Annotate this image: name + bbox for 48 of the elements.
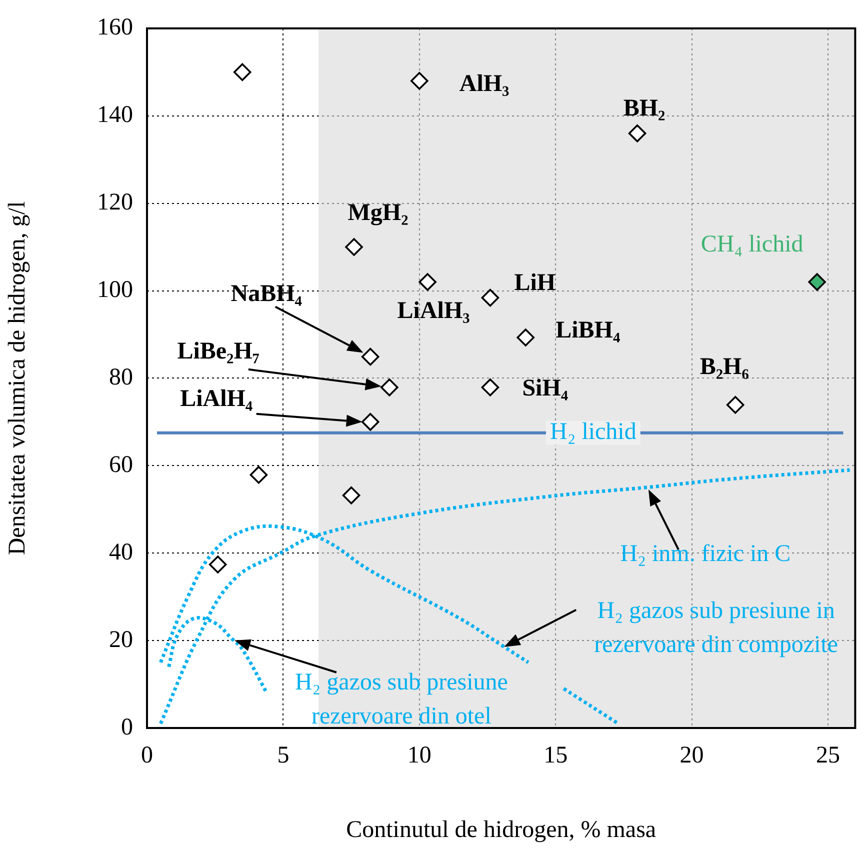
- annotation: LiBe₂H₇: [177, 338, 260, 365]
- annotation: NaBH₄: [230, 280, 302, 307]
- point: [345, 238, 363, 256]
- annotation: AlH₃: [459, 71, 510, 98]
- annotation: BH₂: [623, 96, 666, 122]
- point: [361, 348, 380, 366]
- point: [726, 396, 744, 414]
- annotation: B₂H₆: [700, 354, 749, 380]
- point: [516, 328, 535, 346]
- point: [410, 72, 428, 90]
- point: [342, 486, 360, 504]
- x-tick-label: 15: [544, 742, 568, 769]
- y-tick-label: 160: [97, 14, 133, 41]
- point: [808, 273, 826, 291]
- point: [361, 413, 380, 431]
- y-tick-label: 100: [97, 277, 133, 304]
- line-series: [158, 468, 852, 726]
- annotation: MgH₂: [348, 200, 408, 226]
- y-tick-label: 80: [109, 364, 133, 390]
- point: [380, 378, 398, 396]
- x-tick-label: 25: [816, 742, 840, 769]
- annotation: LiH: [514, 270, 556, 296]
- ref-line-label: H₂ lichid: [550, 419, 636, 446]
- annotation: SiH₄: [522, 376, 568, 402]
- y-tick-label: 40: [109, 539, 133, 566]
- y-axis-title: Densitatea volumica de hidrogen, g/l: [4, 200, 31, 556]
- point: [250, 466, 268, 484]
- point: [481, 378, 500, 396]
- x-axis-title: Continutul de hidrogen, % masa: [346, 816, 656, 843]
- x-tick-label: 20: [680, 742, 704, 769]
- text: H₂ inm. fizic in C: [620, 540, 791, 567]
- annotation: LiAlH₄: [180, 386, 253, 412]
- point: [628, 124, 646, 142]
- annotation: LiBH₄: [556, 318, 620, 344]
- series-label: H₂ gazos sub presiune rezervoare din otel: [294, 670, 508, 730]
- annotation: CH₄ lichid: [700, 231, 804, 258]
- y-tick-label: 20: [109, 626, 133, 653]
- point: [481, 288, 500, 307]
- y-tick-label: 0: [121, 714, 133, 740]
- point: [418, 273, 436, 291]
- y-tick-label: 120: [97, 190, 133, 216]
- x-tick-label: 5: [277, 742, 290, 769]
- series-label: H₂ gazos sub presiune in rezervoare din compozite: [594, 598, 838, 658]
- x-tick-label: 10: [407, 742, 432, 769]
- y-tick-label: 60: [109, 452, 133, 478]
- y-tick-label: 140: [97, 102, 133, 128]
- x-tick-label: 0: [141, 742, 153, 769]
- annotation: LiAlH₃: [397, 298, 470, 324]
